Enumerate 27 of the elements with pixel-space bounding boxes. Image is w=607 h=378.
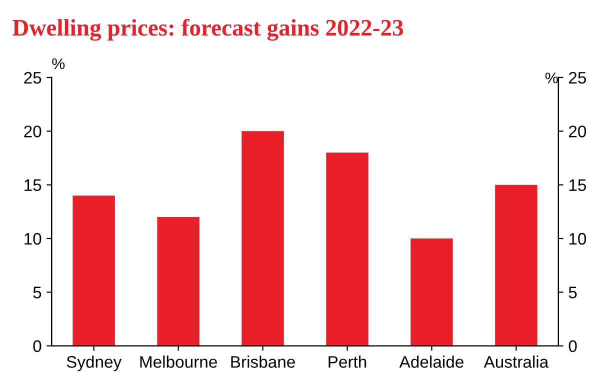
bar — [326, 152, 368, 346]
y2-tick-label: 25 — [569, 72, 586, 84]
y2-tick-label: 10 — [569, 232, 586, 245]
y-tick-label: 20 — [24, 126, 42, 138]
bar — [157, 217, 200, 346]
x-tick-label: Brisbane — [231, 356, 295, 368]
x-tick-label: Perth — [328, 356, 366, 368]
bar — [72, 196, 115, 346]
x-tick-label: Australia — [484, 356, 549, 368]
bar — [242, 131, 284, 346]
y-tick-label: 10 — [24, 232, 42, 245]
y2-tick-label: 0 — [568, 340, 577, 352]
y2-tick-label: 20 — [569, 126, 586, 138]
y-axis-title: % — [52, 58, 65, 70]
y-tick-label: 0 — [33, 340, 42, 352]
bar — [495, 184, 538, 346]
bar — [410, 238, 453, 346]
x-tick-label: Adelaide — [399, 356, 464, 368]
y-tick-label: 25 — [24, 72, 42, 84]
y-tick-label: 15 — [24, 179, 42, 192]
y2-tick-label: 5 — [568, 286, 577, 298]
y2-tick-label: 15 — [569, 179, 586, 192]
x-tick-label: Melbourne — [140, 356, 217, 368]
x-tick-label: Sydney — [66, 356, 122, 372]
y-tick-label: 5 — [33, 286, 42, 298]
chart-title: Dwelling prices: forecast gains 2022-23 — [12, 18, 404, 41]
y2-axis-title: % — [545, 72, 558, 84]
